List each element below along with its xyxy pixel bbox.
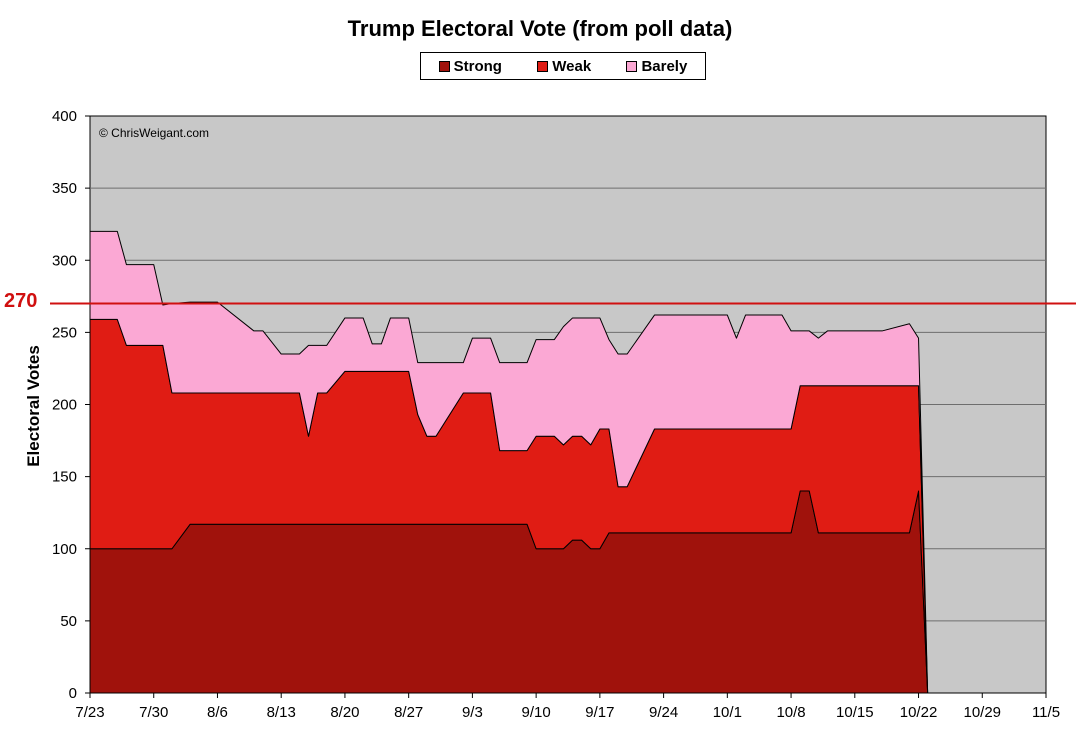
y-tick-label: 0 <box>69 685 77 702</box>
y-tick-label: 200 <box>52 397 77 414</box>
x-tick-label: 8/6 <box>207 704 228 721</box>
legend-label-barely: Barely <box>641 57 688 75</box>
x-axis-ticks: 7/23 7/30 8/6 8/13 8/20 8/27 9/3 9/10 9/17 9/24 10… <box>75 693 1060 721</box>
x-tick-label: 9/10 <box>522 704 551 721</box>
x-tick-label: 9/17 <box>585 704 614 721</box>
x-tick-label: 7/23 <box>75 704 104 721</box>
x-tick-label: 8/20 <box>330 704 359 721</box>
x-tick-label: 10/22 <box>900 704 938 721</box>
y-tick-label: 400 <box>52 108 77 125</box>
x-tick-label: 9/24 <box>649 704 678 721</box>
chart-title: Trump Electoral Vote (from poll data) <box>347 16 733 41</box>
legend-item-weak: Weak <box>537 58 591 75</box>
legend: Strong Weak Barely <box>420 52 706 80</box>
legend-label-strong: Strong <box>453 57 502 75</box>
x-tick-label: 11/5 <box>1032 704 1060 721</box>
legend-item-barely: Barely <box>626 58 687 75</box>
y-axis-label: Electoral Votes <box>24 345 43 467</box>
legend-swatch-barely <box>626 60 638 72</box>
x-tick-label: 10/1 <box>713 704 742 721</box>
legend-swatch-weak <box>537 60 549 72</box>
y-tick-label: 150 <box>52 469 77 486</box>
y-tick-label: 350 <box>52 180 77 197</box>
legend-swatch-strong <box>438 60 450 72</box>
x-tick-label: 10/29 <box>963 704 1001 721</box>
y-tick-label: 50 <box>60 613 77 630</box>
x-tick-label: 8/27 <box>394 704 423 721</box>
x-tick-label: 7/30 <box>139 704 168 721</box>
x-tick-label: 9/3 <box>462 704 483 721</box>
area-series <box>89 230 1047 694</box>
legend-item-strong: Strong <box>438 57 502 75</box>
reference-line-label: 270 <box>4 290 38 312</box>
watermark: © ChrisWeigant.com <box>99 126 209 140</box>
y-tick-label: 300 <box>52 252 77 269</box>
area-barely <box>89 230 1047 694</box>
y-tick-label: 100 <box>52 541 77 558</box>
x-tick-label: 8/13 <box>267 704 296 721</box>
y-axis-ticks: 0 50 100 150 200 250 300 350 400 <box>52 108 90 702</box>
x-tick-label: 10/8 <box>776 704 805 721</box>
legend-label-weak: Weak <box>552 57 592 75</box>
x-tick-label: 10/15 <box>836 704 874 721</box>
y-tick-label: 250 <box>52 324 77 341</box>
